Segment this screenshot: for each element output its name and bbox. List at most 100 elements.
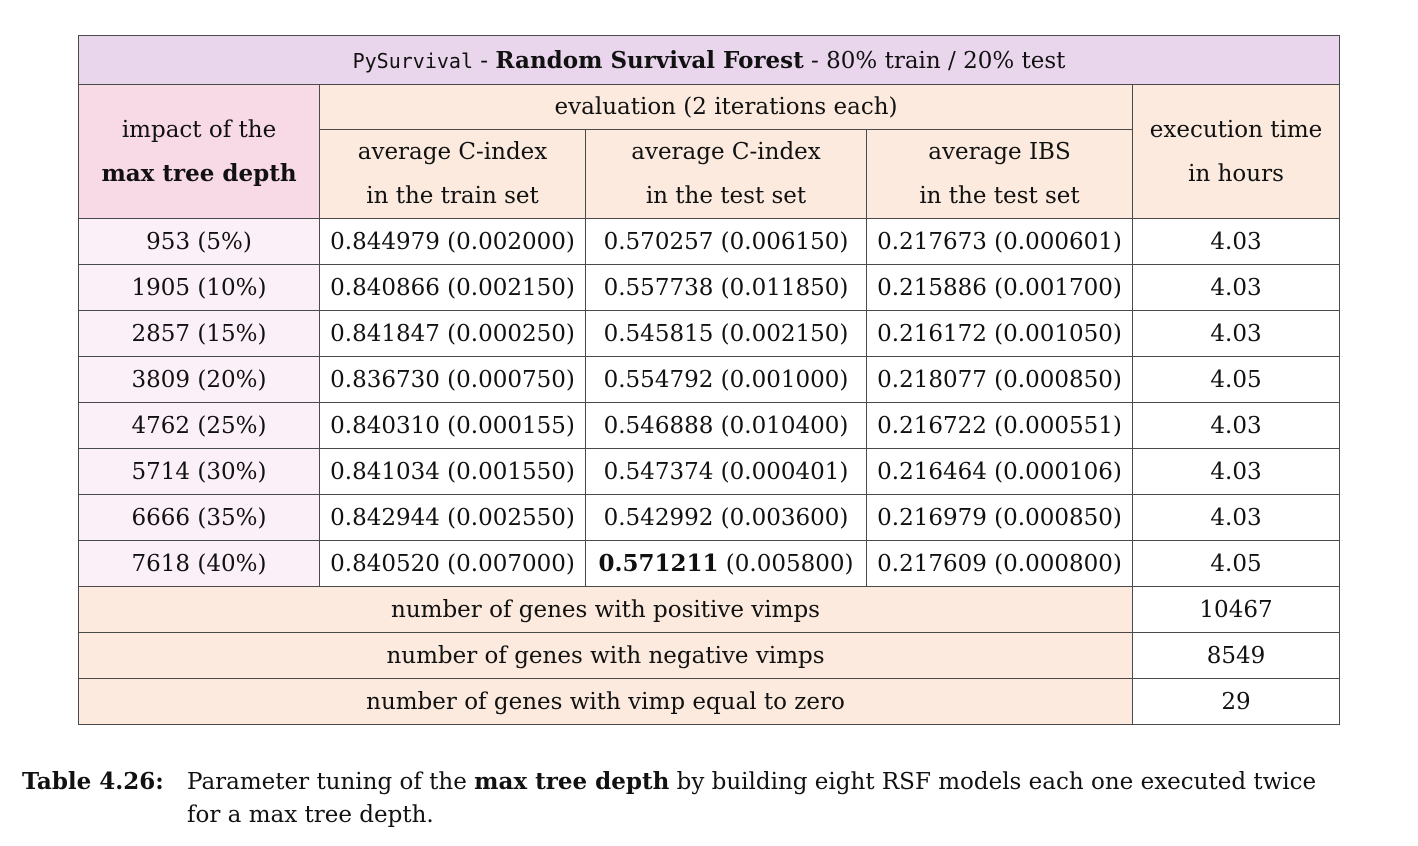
header-ibs-line2: in the test set [919, 183, 1080, 209]
cell-execution-time: 4.03 [1131, 264, 1341, 311]
cell-train-cindex: 0.841847 (0.000250) [319, 310, 586, 357]
footer-row: number of genes with vimp equal to zero 2… [78, 678, 1341, 725]
title-sep-2: - [803, 47, 827, 74]
cell-max-tree-depth: 4762 (25%) [78, 402, 320, 449]
caption-text-before: Parameter tuning of the [187, 769, 475, 795]
table-row: 953 (5%) 0.844979 (0.002000) 0.570257 (0.0… [78, 218, 1341, 265]
cell-test-cindex: 0.570257 (0.006150) [585, 218, 867, 265]
footer-label: number of genes with positive vimps [78, 586, 1133, 633]
cell-test-cindex-value: 0.547374 [603, 458, 714, 485]
cell-test-cindex-sd: (0.010400) [713, 412, 849, 439]
table-title: PySurvival - Random Survival Forest - 80… [77, 35, 1341, 85]
title-sep-1: - [473, 47, 496, 74]
header-execution-time: execution time in hours [1131, 84, 1341, 219]
cell-test-cindex-value: 0.546888 [603, 412, 714, 439]
cell-max-tree-depth: 7618 (40%) [78, 540, 320, 587]
table-footer: number of genes with positive vimps 10467… [78, 586, 1341, 725]
cell-test-cindex-sd: (0.003600) [713, 504, 849, 531]
footer-row: number of genes with negative vimps 8549 [78, 632, 1341, 679]
cell-test-cindex: 0.554792 (0.001000) [585, 356, 867, 403]
cell-test-ibs: 0.216172 (0.001050) [866, 310, 1133, 357]
table-row: 3809 (20%) 0.836730 (0.000750) 0.554792 (0… [78, 356, 1341, 403]
header-test-line1: average C-index [631, 139, 821, 165]
cell-test-cindex-value: 0.554792 [603, 366, 714, 393]
footer-label: number of genes with negative vimps [78, 632, 1133, 679]
results-table-container: PySurvival - Random Survival Forest - 80… [77, 35, 1341, 725]
title-split: 80% train / 20% test [826, 47, 1066, 74]
table-body: 953 (5%) 0.844979 (0.002000) 0.570257 (0.0… [78, 218, 1341, 587]
cell-max-tree-depth: 1905 (10%) [78, 264, 320, 311]
cell-max-tree-depth: 6666 (35%) [78, 494, 320, 541]
cell-train-cindex: 0.840866 (0.002150) [319, 264, 586, 311]
header-train-line1: average C-index [357, 139, 548, 165]
header-train-line2: in the train set [366, 183, 539, 209]
cell-test-ibs: 0.215886 (0.001700) [866, 264, 1133, 311]
title-model: Random Survival Forest [495, 46, 804, 74]
cell-execution-time: 4.05 [1131, 540, 1341, 587]
title-library: PySurvival [352, 48, 473, 73]
header-evaluation: evaluation (2 iterations each) [319, 84, 1133, 130]
footer-value: 29 [1131, 678, 1341, 725]
cell-max-tree-depth: 953 (5%) [78, 218, 320, 265]
table-caption: Table 4.26: Parameter tuning of the max … [22, 765, 1402, 832]
cell-test-cindex: 0.546888 (0.010400) [585, 402, 867, 449]
cell-execution-time: 4.03 [1131, 310, 1341, 357]
cell-test-cindex: 0.542992 (0.003600) [585, 494, 867, 541]
cell-test-cindex-value: 0.571211 [598, 550, 719, 577]
cell-test-cindex: 0.547374 (0.000401) [585, 448, 867, 495]
header-exec-line2: in hours [1188, 160, 1284, 187]
cell-test-ibs: 0.217673 (0.000601) [866, 218, 1133, 265]
header-test-ibs: average IBS in the test set [866, 129, 1133, 219]
caption-body: Parameter tuning of the max tree depth b… [187, 765, 1402, 832]
table-row: 6666 (35%) 0.842944 (0.002550) 0.542992 (0… [78, 494, 1341, 541]
cell-test-cindex-value: 0.545815 [603, 320, 714, 347]
cell-execution-time: 4.03 [1131, 218, 1341, 265]
caption-text-line2: for a max tree depth. [187, 802, 434, 828]
cell-test-ibs: 0.216722 (0.000551) [866, 402, 1133, 449]
cell-train-cindex: 0.842944 (0.002550) [319, 494, 586, 541]
footer-row: number of genes with positive vimps 10467 [78, 586, 1341, 633]
cell-test-cindex-sd: (0.006150) [713, 228, 849, 255]
table-row: 7618 (40%) 0.840520 (0.007000) 0.571211 (0… [78, 540, 1341, 587]
cell-test-cindex-sd: (0.005800) [718, 551, 854, 577]
cell-test-cindex-value: 0.570257 [603, 228, 714, 255]
caption-text-after: by building eight RSF models each one ex… [669, 769, 1317, 795]
cell-test-ibs: 0.216464 (0.000106) [866, 448, 1133, 495]
cell-max-tree-depth: 2857 (15%) [78, 310, 320, 357]
cell-max-tree-depth: 5714 (30%) [78, 448, 320, 495]
cell-test-cindex-value: 0.557738 [603, 274, 714, 301]
header-test-cindex: average C-index in the test set [585, 129, 867, 219]
cell-train-cindex: 0.841034 (0.001550) [319, 448, 586, 495]
cell-train-cindex: 0.836730 (0.000750) [319, 356, 586, 403]
caption-text-bold: max tree depth [474, 768, 670, 795]
table-row: 1905 (10%) 0.840866 (0.002150) 0.557738 (0… [78, 264, 1341, 311]
footer-label: number of genes with vimp equal to zero [78, 678, 1133, 725]
cell-train-cindex: 0.844979 (0.002000) [319, 218, 586, 265]
header-test-line2: in the test set [645, 183, 807, 209]
cell-execution-time: 4.03 [1131, 494, 1341, 541]
cell-test-ibs: 0.217609 (0.000800) [866, 540, 1133, 587]
cell-test-cindex-value: 0.542992 [603, 504, 714, 531]
header-first-col-line1: impact of the [121, 116, 277, 143]
table-title-row: PySurvival - Random Survival Forest - 80… [77, 35, 1341, 85]
cell-test-cindex-sd: (0.002150) [713, 320, 849, 347]
cell-execution-time: 4.05 [1131, 356, 1341, 403]
header-max-tree-depth: impact of the max tree depth [78, 84, 320, 219]
header-first-col-line2: max tree depth [101, 159, 297, 187]
cell-train-cindex: 0.840310 (0.000155) [319, 402, 586, 449]
cell-train-cindex: 0.840520 (0.007000) [319, 540, 586, 587]
cell-max-tree-depth: 3809 (20%) [78, 356, 320, 403]
header-ibs-line1: average IBS [928, 139, 1071, 165]
cell-test-ibs: 0.216979 (0.000850) [866, 494, 1133, 541]
footer-value: 8549 [1131, 632, 1341, 679]
results-table: PySurvival - Random Survival Forest - 80… [77, 35, 1341, 725]
cell-execution-time: 4.03 [1131, 448, 1341, 495]
cell-test-cindex: 0.557738 (0.011850) [585, 264, 867, 311]
cell-test-cindex-sd: (0.000401) [713, 458, 849, 485]
cell-test-cindex: 0.571211 (0.005800) [585, 540, 867, 587]
header-row-1: impact of the max tree depth evaluation … [78, 84, 1341, 219]
table-row: 4762 (25%) 0.840310 (0.000155) 0.546888 (0… [78, 402, 1341, 449]
footer-value: 10467 [1131, 586, 1341, 633]
cell-test-cindex-sd: (0.011850) [713, 274, 849, 301]
cell-test-cindex-sd: (0.001000) [713, 366, 849, 393]
